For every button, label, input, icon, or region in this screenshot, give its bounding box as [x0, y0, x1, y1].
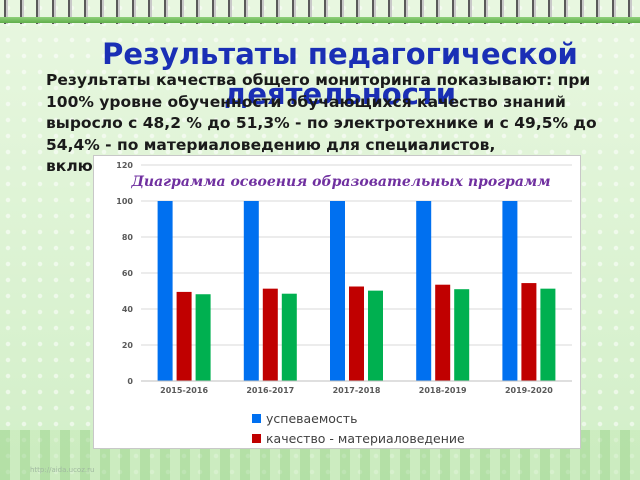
chart-title: Диаграмма освоения образовательных прогр…: [131, 174, 551, 190]
legend-swatch: [252, 433, 261, 443]
legend-label: качество - материаловедение: [266, 430, 465, 446]
x-tick-label: 2018-2019: [419, 386, 467, 395]
y-tick-label: 0: [127, 377, 133, 386]
y-tick-label: 100: [116, 197, 133, 206]
y-tick-label: 40: [122, 305, 134, 314]
slide-title: Результаты педагогической деятельности: [102, 37, 578, 111]
bar: [454, 289, 470, 381]
bar: [243, 201, 259, 381]
y-tick-label: 20: [122, 341, 134, 350]
bar: [435, 284, 451, 381]
y-tick-label: 120: [116, 161, 133, 170]
bar: [502, 201, 518, 381]
bar-chart: 0 20 40 60 80 100 120 2015-2016 2016-2017 2017-20…: [116, 161, 572, 395]
bar: [195, 294, 211, 381]
bar: [540, 288, 556, 381]
bar: [368, 290, 383, 381]
bar: [281, 293, 297, 381]
legend-item: успеваемость: [252, 408, 465, 428]
bar: [157, 201, 173, 381]
bar: [262, 288, 278, 381]
chart-panel: 0 20 40 60 80 100 120 2015-2016 2016-2017 2017-20…: [93, 155, 581, 449]
x-tick-label: 2015-2016: [160, 386, 208, 395]
x-tick-label: 2016-2017: [246, 386, 294, 395]
watermark: http://aida.ucoz.ru: [30, 466, 95, 474]
y-tick-label: 60: [122, 269, 134, 278]
legend-swatch: [252, 413, 261, 423]
bar: [521, 283, 537, 381]
bar: [349, 286, 364, 381]
bar: [416, 201, 432, 381]
y-tick-label: 80: [122, 233, 134, 242]
bar: [330, 201, 345, 381]
notebook-binding-bar: [0, 17, 640, 23]
x-tick-label: 2017-2018: [333, 386, 381, 395]
legend-label: успеваемость: [266, 410, 358, 426]
bar: [176, 291, 192, 381]
legend-item: качество - материаловедение: [252, 428, 465, 448]
chart-legend: успеваемость качество - материаловедение: [252, 408, 465, 448]
x-tick-label: 2019-2020: [505, 386, 553, 395]
